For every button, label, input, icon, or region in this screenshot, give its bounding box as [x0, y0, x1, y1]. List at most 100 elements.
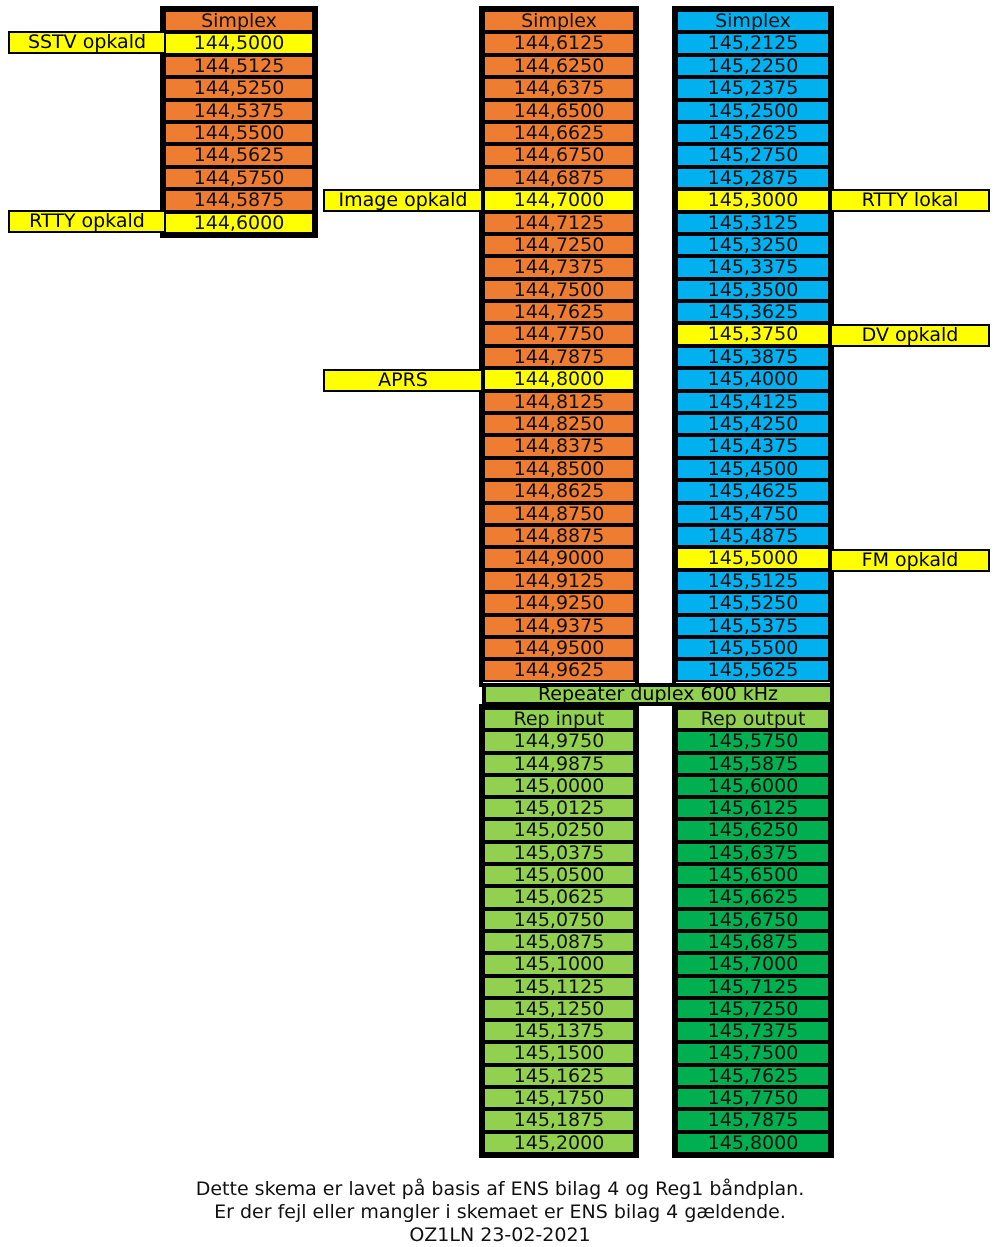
frequency-cell: 144,5875	[164, 189, 314, 212]
frequency-cell: 145,5375	[676, 614, 830, 637]
image-opkald-label: Image opkald	[323, 189, 483, 212]
frequency-cell: 144,7750	[483, 323, 635, 346]
frequency-cell: 145,6000	[676, 774, 830, 798]
frequency-cell: 145,2250	[676, 54, 830, 78]
sstv-label: SSTV opkald	[8, 31, 166, 54]
frequency-cell: 145,2875	[676, 166, 830, 190]
dv-opkald-label: DV opkald	[830, 324, 990, 347]
frequency-cell: 145,6750	[676, 908, 830, 931]
frequency-cell: 144,8750	[483, 502, 635, 525]
frequency-cell: 145,1375	[483, 1020, 635, 1043]
frequency-cell: 145,0250	[483, 819, 635, 842]
rtty-opkald-label: RTTY opkald	[8, 210, 166, 233]
frequency-cell: 145,6250	[676, 819, 830, 842]
frequency-cell: 144,6750	[483, 144, 635, 167]
frequency-cell: 145,4250	[676, 413, 830, 436]
frequency-cell: 145,3625	[676, 301, 830, 324]
frequency-cell-highlighted: 144,6000	[164, 211, 314, 234]
frequency-cell: 145,7000	[676, 953, 830, 976]
frequency-cell: 145,7875	[676, 1109, 830, 1132]
frequency-cell: 145,2375	[676, 77, 830, 100]
frequency-cell: 145,2625	[676, 121, 830, 145]
frequency-cell: 145,1500	[483, 1042, 635, 1065]
frequency-cell: 144,9500	[483, 636, 635, 660]
frequency-cell: 145,2750	[676, 144, 830, 167]
frequency-cell: 145,4375	[676, 435, 830, 458]
repeater-duplex-bar: Repeater duplex 600 kHz	[482, 683, 834, 706]
frequency-cell: 144,6125	[483, 32, 635, 55]
column-header: Simplex	[676, 10, 830, 33]
column-header: Rep input	[483, 708, 635, 731]
frequency-cell: 145,4750	[676, 502, 830, 525]
frequency-cell: 145,7750	[676, 1087, 830, 1110]
frequency-cell: 144,8625	[483, 480, 635, 503]
frequency-cell: 144,6250	[483, 54, 635, 78]
frequency-cell: 144,6500	[483, 99, 635, 122]
frequency-cell: 145,1250	[483, 997, 635, 1021]
column-header: Rep output	[676, 708, 830, 731]
frequency-cell: 145,3250	[676, 233, 830, 257]
frequency-cell: 144,9000	[483, 547, 635, 570]
footer-note: Dette skema er lavet på basis af ENS bil…	[0, 1178, 1000, 1247]
frequency-cell: 145,6375	[676, 841, 830, 865]
frequency-cell-highlighted: 145,3000	[676, 189, 830, 212]
frequency-cell: 145,0375	[483, 841, 635, 865]
frequency-cell-highlighted: 144,5000	[164, 32, 314, 55]
frequency-cell: 144,5375	[164, 99, 314, 122]
footer-line-3: OZ1LN 23-02-2021	[409, 1224, 591, 1246]
rtty-lokal-label: RTTY lokal	[830, 189, 990, 212]
frequency-cell-highlighted: 144,7000	[483, 189, 635, 212]
footer-line-1: Dette skema er lavet på basis af ENS bil…	[195, 1178, 805, 1200]
frequency-cell: 145,4125	[676, 390, 830, 414]
frequency-cell: 144,7500	[483, 278, 635, 302]
frequency-cell: 144,8375	[483, 435, 635, 458]
frequency-cell-highlighted: 145,3750	[676, 323, 830, 346]
frequency-cell: 145,0625	[483, 886, 635, 909]
frequency-cell: 144,6625	[483, 121, 635, 145]
simplex-column-3: Simplex 145,2125 145,2250 145,2375 145,2500…	[672, 6, 834, 687]
frequency-cell: 145,6125	[676, 797, 830, 820]
frequency-cell: 144,9250	[483, 592, 635, 615]
frequency-cell: 144,7875	[483, 345, 635, 369]
frequency-cell: 144,9375	[483, 614, 635, 637]
frequency-cell: 145,2500	[676, 99, 830, 122]
frequency-cell: 144,9875	[483, 752, 635, 775]
frequency-cell-highlighted: 144,8000	[483, 368, 635, 391]
aprs-label: APRS	[323, 369, 483, 392]
simplex-column-1: Simplex 144,5000 144,5125 144,5250 144,5375…	[160, 6, 318, 238]
frequency-cell: 145,5875	[676, 752, 830, 775]
frequency-cell: 144,9125	[483, 569, 635, 593]
frequency-cell: 144,8875	[483, 524, 635, 548]
frequency-cell: 145,0125	[483, 797, 635, 820]
frequency-cell: 144,9625	[483, 659, 635, 682]
frequency-cell: 145,4875	[676, 524, 830, 548]
frequency-cell: 145,5250	[676, 592, 830, 615]
frequency-cell: 145,0750	[483, 908, 635, 931]
frequency-cell: 145,7250	[676, 997, 830, 1021]
footer-line-2: Er der fejl eller mangler i skemaet er E…	[214, 1201, 786, 1223]
frequency-cell: 145,7500	[676, 1042, 830, 1065]
frequency-cell: 144,7125	[483, 211, 635, 234]
column-header: Simplex	[483, 10, 635, 33]
frequency-cell: 144,5750	[164, 166, 314, 190]
frequency-cell: 145,4000	[676, 368, 830, 391]
frequency-cell: 145,7625	[676, 1064, 830, 1088]
frequency-cell: 145,2125	[676, 32, 830, 55]
fm-opkald-label: FM opkald	[830, 549, 990, 572]
frequency-cell: 145,0000	[483, 774, 635, 798]
frequency-cell: 145,0875	[483, 930, 635, 954]
frequency-cell: 144,5625	[164, 144, 314, 167]
column-header: Simplex	[164, 10, 314, 33]
frequency-cell: 145,7125	[676, 975, 830, 998]
frequency-cell: 145,3875	[676, 345, 830, 369]
frequency-cell: 145,1125	[483, 975, 635, 998]
frequency-cell: 144,5250	[164, 77, 314, 100]
frequency-cell: 145,3375	[676, 256, 830, 279]
frequency-cell: 145,6500	[676, 864, 830, 887]
frequency-cell: 145,3500	[676, 278, 830, 302]
frequency-cell: 145,1750	[483, 1087, 635, 1110]
frequency-cell: 145,6625	[676, 886, 830, 909]
simplex-column-2: Simplex 144,6125 144,6250 144,6375 144,6500…	[479, 6, 639, 687]
frequency-cell: 144,6875	[483, 166, 635, 190]
frequency-cell: 145,4500	[676, 457, 830, 481]
